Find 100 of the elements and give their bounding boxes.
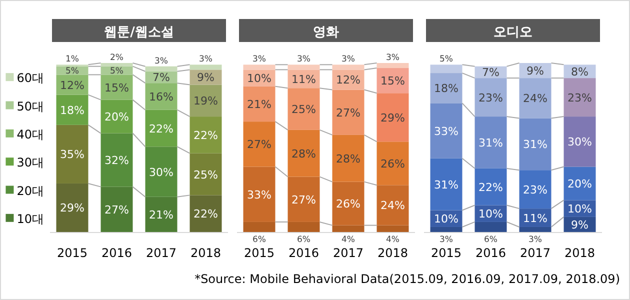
data-label: 3% [154,56,168,66]
bar [332,134,364,182]
bar [100,133,133,187]
bar [376,93,409,142]
data-label: 18% [60,104,84,117]
x-tick-label: 2017 [520,246,551,260]
data-label: 4% [342,235,355,245]
data-label: 20% [104,110,129,124]
data-label: 22% [478,180,503,194]
data-label: 26% [380,157,405,170]
x-tick-label: 2016 [475,246,506,260]
bar [190,195,222,232]
data-label: 3% [297,54,310,65]
bar [564,78,596,117]
data-label: 18% [434,82,458,96]
data-label: 21% [247,98,272,111]
data-label: 3% [199,54,212,65]
x-tick-label: 2017 [332,246,364,260]
bar [430,64,462,74]
bar [190,84,222,117]
bar [145,83,178,110]
data-label: 8% [571,65,588,78]
bar [288,88,320,130]
bar [430,73,462,104]
bar [190,64,222,70]
data-label: 27% [336,106,360,120]
data-label: 33% [434,124,458,138]
bar [519,118,552,170]
data-label: 25% [194,168,218,182]
data-label: 11% [292,72,316,86]
chart-title: 웹툰/웹소설 [104,25,174,40]
bar [56,183,88,232]
data-label: 31% [434,178,458,192]
bar [100,100,133,134]
chart-title: 영화 [313,25,339,40]
bar [190,153,222,196]
x-tick-label: 2018 [377,246,408,260]
bar [332,225,364,232]
data-label: 16% [149,90,174,104]
data-label: 22% [194,128,218,142]
data-label: 3% [252,54,266,65]
data-label: 12% [60,78,84,92]
bar [100,63,133,66]
data-label: 30% [149,166,174,179]
bar [519,170,552,209]
data-label: 10% [247,72,272,86]
bar [474,116,507,168]
bar [474,78,507,117]
bar [100,186,133,232]
data-label: 3% [386,53,400,63]
data-label: 27% [104,203,129,216]
data-label: 25% [292,103,316,116]
data-label: 3% [528,235,542,245]
bar [243,122,276,167]
data-label: 22% [194,208,218,221]
data-label: 10% [568,202,592,216]
data-label: 24% [523,92,548,106]
data-label: 26% [336,198,360,211]
bar [430,158,462,210]
data-label: 3% [342,54,355,65]
data-label: 20% [568,177,592,190]
bar [243,64,276,70]
data-label: 15% [104,81,129,94]
bar [332,64,364,70]
bar [519,226,552,232]
legend-label: 50대 [16,99,44,114]
legend-label: 40대 [16,127,44,142]
bar [243,166,276,222]
data-label: 6% [297,235,310,245]
data-label: 33% [247,188,272,202]
x-tick-label: 2015 [56,246,88,260]
bar [376,142,409,186]
x-tick-label: 2015 [430,246,462,260]
data-label: 35% [60,148,84,162]
bar [56,124,88,184]
data-label: 4% [386,235,400,245]
legend-label: 10대 [16,212,44,226]
data-label: 31% [478,136,503,150]
x-tick-label: 2017 [146,246,177,260]
data-label: 27% [292,193,316,206]
data-label: 28% [292,147,316,160]
bar [474,222,507,232]
data-label: 9% [526,64,544,78]
x-tick-label: 2015 [244,246,275,260]
bar [564,166,596,200]
data-label: 6% [484,235,498,245]
x-tick-label: 2016 [288,246,320,260]
data-label: 21% [149,208,174,222]
bar [376,63,409,68]
data-label: 5% [440,54,453,65]
bar [100,74,133,100]
bar [430,226,462,232]
data-label: 27% [247,138,272,152]
bar [430,103,462,158]
bar [376,225,409,232]
data-label: 29% [380,111,405,124]
bar [145,146,178,197]
data-label: 11% [523,212,548,225]
bar [56,94,88,125]
bar [190,116,222,154]
